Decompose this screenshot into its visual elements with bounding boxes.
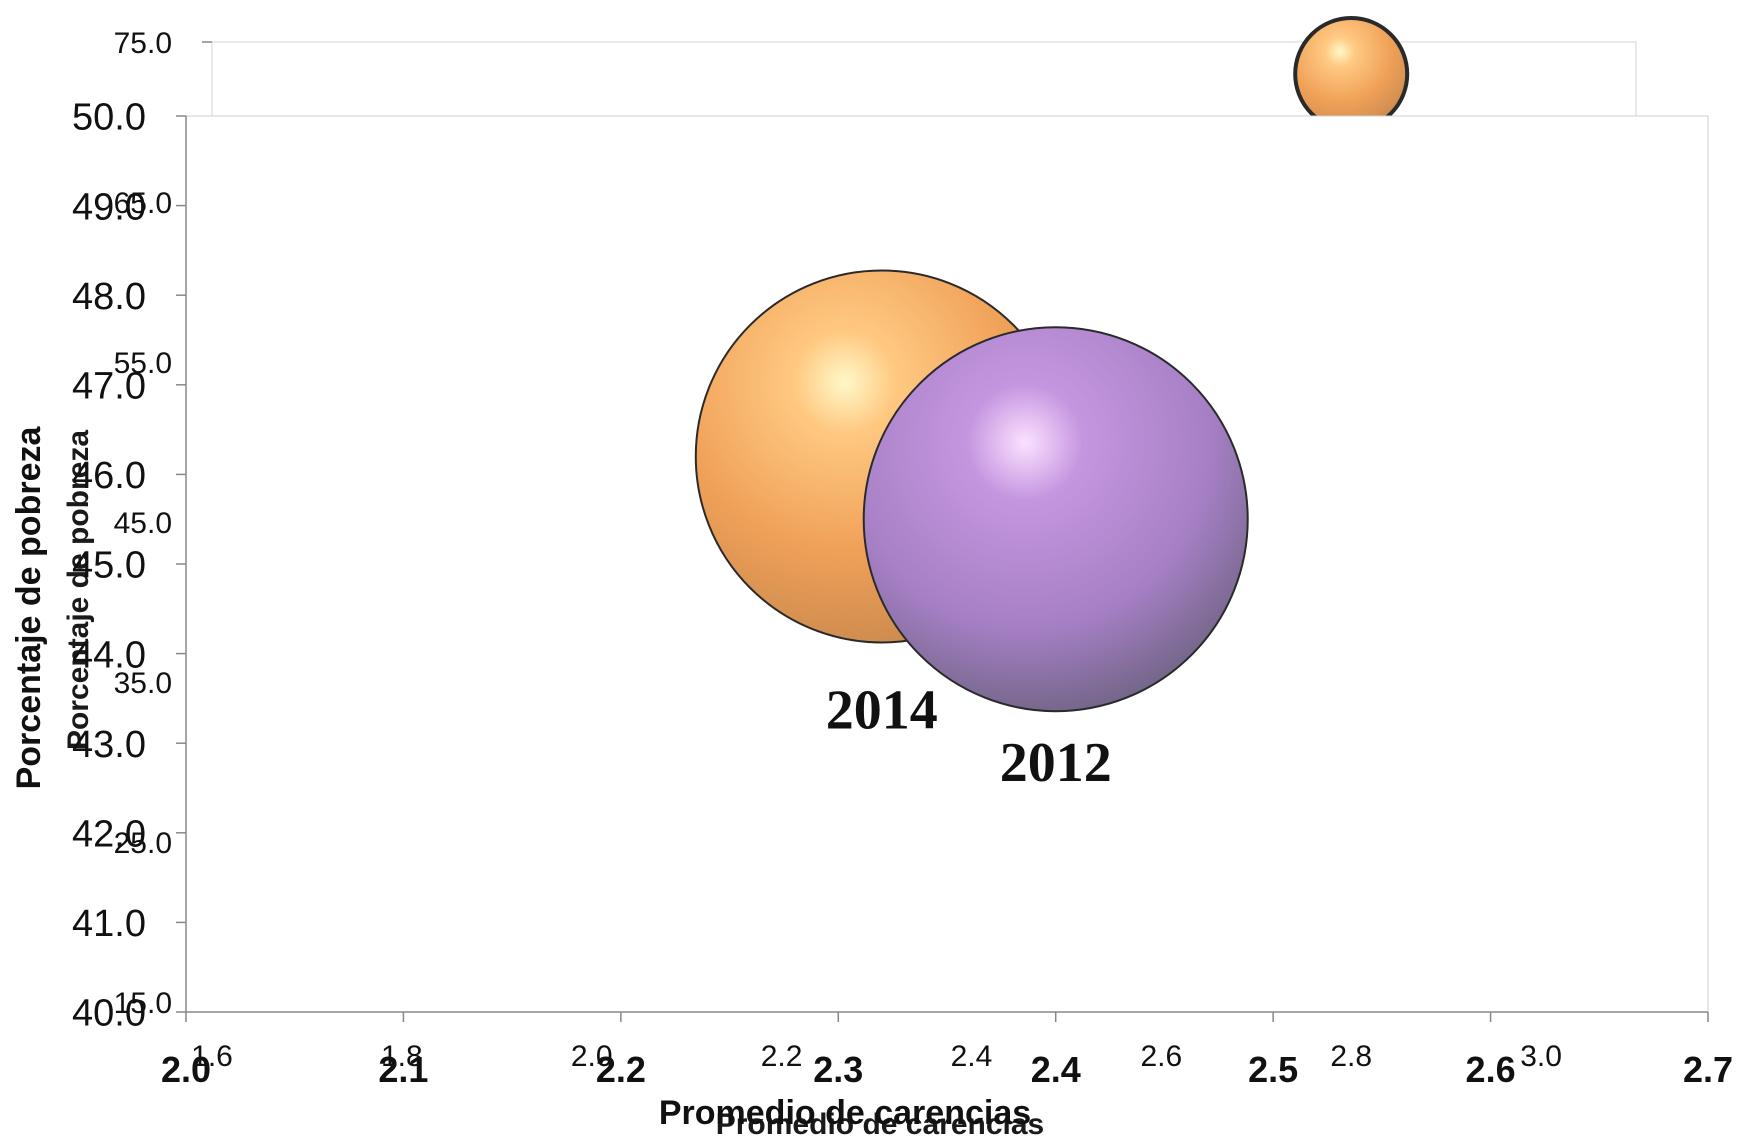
x-tick-label: 2.2 [596,1049,646,1090]
background-x-axis-title: Promedio de carencias [716,1108,1044,1138]
y-tick-label: 41.0 [72,903,146,945]
x-tick-label: 3.0 [1520,1040,1562,1073]
y-tick-label: 40.0 [72,993,146,1035]
y-tick-label: 35.0 [114,667,172,700]
bubble-label: 2012 [1000,732,1112,794]
x-tick-label: 2.6 [1466,1049,1516,1090]
y-tick-label: 44.0 [72,634,146,676]
background-y-axis: 15.0 25.0 35.0 45.0 55.0 65.0 75.0 [114,27,212,1020]
y-tick-label: 75.0 [114,27,172,60]
y-tick-label: 50.0 [72,97,146,139]
x-tick-label: 2.7 [1683,1049,1733,1090]
y-tick-label: 43.0 [72,724,146,766]
y-tick-label: 42.0 [72,813,146,855]
foreground-y-axis: 40.0 41.0 42.0 43.0 44.0 45.0 46.0 47.0 48.0 49.0… [72,97,186,1035]
background-bubbles: Chiapas [1293,16,1410,132]
x-tick-label: 2.8 [1330,1040,1372,1073]
foreground-x-axis: 2.0 2.1 2.2 2.3 2.4 2.5 2.6 2.7 [161,1012,1733,1090]
foreground-y-axis-title: Porcentaje de pobreza [10,426,48,790]
background-x-axis: 1.6 1.8 2.0 2.2 2.4 2.6 2.8 3.0 [191,1002,1562,1073]
foreground-chart: 40.0 41.0 42.0 43.0 44.0 45.0 46.0 47.0 48.0 49.0… [10,97,1733,1132]
x-tick-label: 1.6 [191,1040,233,1073]
foreground-bubbles: 2014 2012 [694,269,1249,794]
bubble-2012 [862,326,1249,713]
y-tick-label: 15.0 [114,987,172,1020]
y-tick-label: 55.0 [114,347,172,380]
x-tick-label: 1.8 [381,1040,423,1073]
x-tick-label: 2.0 [571,1040,613,1073]
x-tick-label: 2.5 [1248,1049,1298,1090]
y-tick-label: 25.0 [114,827,172,860]
x-tick-label: 2.1 [378,1049,428,1090]
y-tick-label: 45.0 [72,545,146,587]
x-tick-label: 2.2 [761,1040,803,1073]
foreground-x-axis-title: Promedio de carencias [659,1094,1031,1132]
y-tick-label: 45.0 [114,507,172,540]
y-tick-label: 48.0 [72,276,146,318]
y-tick-label: 47.0 [72,365,146,407]
background-y-axis-title: Porcentaje de pobreza [62,430,95,750]
bubble-label: 2014 [826,679,938,741]
bubble-chiapas [1293,16,1410,132]
x-tick-label: 2.4 [1031,1049,1081,1090]
y-tick-label: 49.0 [72,186,146,228]
x-tick-label: 2.3 [813,1049,863,1090]
x-tick-label: 2.4 [951,1040,993,1073]
y-tick-label: 46.0 [72,455,146,497]
x-tick-label: 2.6 [1140,1040,1182,1073]
x-tick-label: 2.0 [161,1049,211,1090]
y-tick-label: 65.0 [114,187,172,220]
